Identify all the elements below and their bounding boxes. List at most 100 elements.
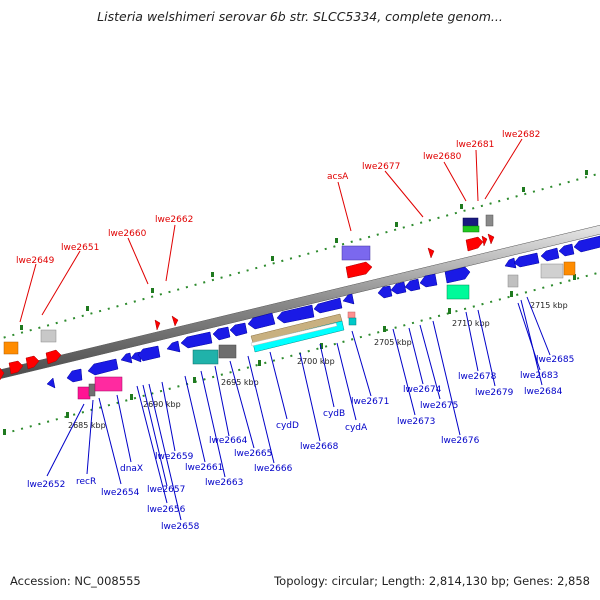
gene-label[interactable]: lwe2671 [351,397,389,407]
gene-arrow[interactable] [504,257,517,269]
gene-arrow[interactable] [427,247,435,259]
gene-label[interactable]: lwe2682 [502,130,540,140]
gene-block-darkgray[interactable] [88,383,96,397]
gene-block-lightgray-wide[interactable] [540,263,564,279]
gene-arrow[interactable] [45,349,62,365]
gene-label[interactable]: lwe2677 [362,162,400,172]
gene-block-teal[interactable] [192,349,219,365]
gene-arrow[interactable] [377,285,393,299]
gene-label[interactable]: lwe2651 [61,243,99,253]
gene-arrow[interactable] [276,304,315,324]
gene-arrow[interactable] [137,345,161,362]
gene-label[interactable]: lwe2661 [185,463,223,473]
gene-arrow[interactable] [66,368,83,383]
gene-block-lightgray[interactable] [507,274,519,288]
gene-block-magenta-wide[interactable] [94,376,123,392]
gene-label[interactable]: lwe2681 [456,140,494,150]
tick-label: 2685 kbp [68,421,106,430]
gene-label[interactable]: cydA [345,423,368,433]
gene-block-cyan-small[interactable] [348,317,357,326]
upper-dotted-guide [0,172,600,340]
gene-label[interactable]: lwe2656 [147,505,186,515]
gene-label[interactable]: lwe2683 [520,371,558,381]
gene-arrow[interactable] [513,252,540,268]
gene-arrow[interactable] [171,315,179,327]
genome-backbone [0,224,600,380]
gene-arrow[interactable] [313,297,343,314]
gene-label[interactable]: lwe2685 [536,355,574,365]
gene-label[interactable]: lwe2675 [420,401,458,411]
gene-label[interactable]: lwe2666 [254,464,293,474]
gene-block-navy[interactable] [462,217,479,227]
gene-arrow[interactable] [444,266,471,284]
tick-label: 2710 kbp [452,319,490,328]
major-tick [460,204,463,209]
gene-label[interactable]: acsA [327,172,349,182]
gene-arrow[interactable] [345,261,373,279]
gene-block-orange[interactable] [3,341,19,355]
tick-label: 2695 kbp [221,378,259,387]
forward-strand-red-genes [0,233,495,381]
gene-label[interactable]: lwe2665 [234,449,272,459]
gene-arrow[interactable] [154,319,161,331]
gene-label[interactable]: lwe2679 [475,388,514,398]
gene-arrow[interactable] [87,358,119,376]
gene-block-magenta[interactable] [77,386,91,400]
gene-arrow[interactable] [25,355,40,370]
gene-label[interactable]: recR [76,477,96,487]
major-tick [383,326,386,332]
gene-label[interactable]: lwe2663 [205,478,243,488]
gene-arrow[interactable] [342,293,355,305]
gene-label[interactable]: lwe2657 [147,485,185,495]
gene-label[interactable]: lwe2674 [403,385,442,395]
gene-arrow[interactable] [465,236,484,252]
gene-block-darkgray[interactable] [218,344,237,359]
gene-label[interactable]: lwe2676 [441,436,480,446]
gene-arrow[interactable] [247,312,276,330]
gene-label[interactable]: lwe2652 [27,480,65,490]
gene-label[interactable]: cydB [323,409,345,419]
gene-block-purple[interactable] [341,245,371,261]
gene-label[interactable]: lwe2668 [300,442,339,452]
gene-block-gray-small[interactable] [485,214,494,227]
gene-arrow[interactable] [212,326,231,341]
gene-arrow[interactable] [0,367,5,381]
gene-arrow[interactable] [558,243,575,257]
gene-arrow[interactable] [573,235,600,253]
gene-label[interactable]: lwe2662 [155,215,193,225]
gene-block-orange-small[interactable] [563,261,576,276]
leader-line [475,149,479,202]
gene-block-pink[interactable] [347,311,356,319]
gene-block-white[interactable] [250,322,338,347]
leader-line [319,343,335,408]
gene-label[interactable]: dnaX [120,464,143,474]
gene-arrow[interactable] [404,278,421,292]
gene-block-green[interactable] [462,225,480,233]
gene-arrow[interactable] [419,273,438,288]
gene-label[interactable]: lwe2680 [423,152,462,162]
gene-arrow[interactable] [540,247,560,262]
gene-block-gray[interactable] [40,329,57,343]
tick-label: 2700 kbp [297,357,335,366]
gene-label[interactable]: lwe2658 [161,522,200,532]
gene-arrow[interactable] [481,235,488,247]
gene-arrow[interactable] [46,377,56,389]
gene-label[interactable]: lwe2649 [16,256,55,266]
gene-label[interactable]: lwe2673 [397,417,435,427]
gene-label[interactable]: lwe2678 [458,372,497,382]
gene-arrow[interactable] [166,340,181,353]
gene-label[interactable]: cydD [276,421,299,431]
gene-label[interactable]: lwe2684 [524,387,563,397]
gene-arrow[interactable] [229,322,248,337]
gene-arrow[interactable] [487,233,495,245]
gene-label[interactable]: lwe2660 [108,229,147,239]
gene-arrow[interactable] [120,352,133,364]
gene-arrow[interactable] [8,360,24,375]
gene-label[interactable]: lwe2659 [155,452,194,462]
leader-line [148,383,182,521]
gene-label[interactable]: lwe2664 [209,436,248,446]
gene-block-springgreen[interactable] [446,284,470,300]
gene-arrow[interactable] [180,331,213,349]
gene-label[interactable]: lwe2654 [101,488,140,498]
